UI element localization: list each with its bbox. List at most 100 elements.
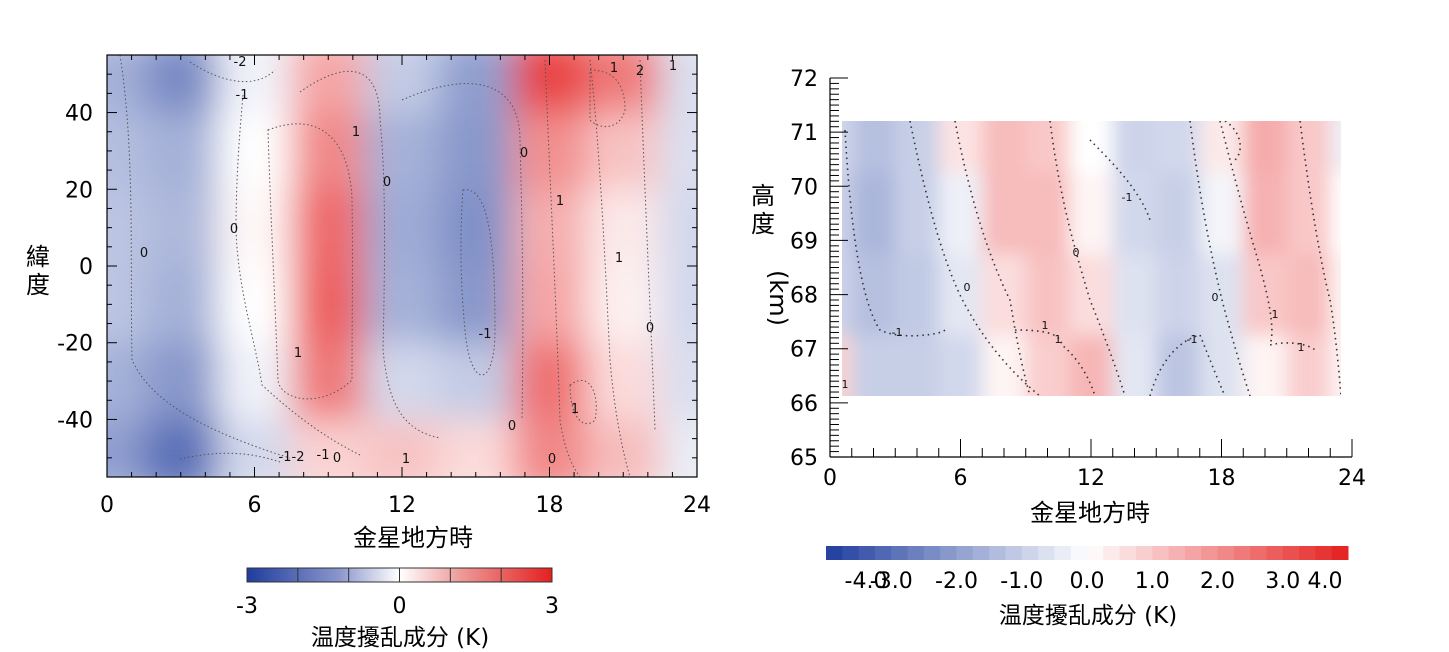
contour-label: 0 [964,281,971,294]
heat-cell [1286,172,1331,255]
heat-cell [438,266,514,344]
right-colorbar-ticks: -4.0-3.0 -2.0 -1.0 0.0 1.0 2.0 3.0 4.0 [845,569,1343,594]
heat-cell [938,172,983,255]
heat-cell [143,342,219,420]
y-tick-label: 68 [790,284,818,309]
colorbar-segment [1119,546,1137,560]
colorbar-segment [907,546,925,560]
x-tick-label: 12 [388,493,416,518]
heat-cell [1025,172,1070,255]
colorbar-segment [1168,546,1186,560]
y-tick-label: 0 [79,255,93,280]
heat-cell [586,112,661,190]
heat-cell [938,253,983,336]
colorbar-segment [1087,546,1104,560]
heat-cell [842,121,853,174]
heat-cell [1112,335,1157,396]
colorbar-segment [972,546,990,560]
heat-cell [660,342,697,420]
heat-cell [895,253,940,336]
colorbar-tick-label: 0 [393,594,407,619]
contour-label: -2 [234,55,247,70]
colorbar-segment [1103,546,1121,560]
contour-line [1189,121,1251,396]
heat-cell [438,112,514,190]
heat-cell [1243,253,1288,336]
heat-cell [217,342,292,420]
y-tick-label: 70 [790,175,818,200]
heat-cell [982,253,1027,336]
right-heatmap [842,121,1341,396]
right-contours [844,121,1341,396]
contour-label: 1 [294,346,302,361]
heat-cell [1156,172,1201,255]
colorbar-tick-label: -4.0 [845,569,888,594]
heat-cell [438,55,514,114]
heat-cell [895,335,940,396]
colorbar-segment [923,546,941,560]
contour-label: 0 [230,222,238,237]
heat-cell [1286,335,1331,396]
heat-cell [107,419,145,477]
heat-cell [512,189,587,267]
y-tick-label: 20 [65,178,93,203]
right-colorbar: -4.0-3.0 -2.0 -1.0 0.0 1.0 2.0 3.0 4.0 温度擾乱成分 (… [826,546,1349,629]
colorbar-segment [1217,546,1235,560]
y-axis-unit: (km) [764,270,792,326]
colorbar-segment [1070,546,1088,560]
contour-label: 1 [1055,333,1062,346]
contour-label: 0 [333,451,341,466]
contour-line [589,69,626,128]
y-tick-label: -40 [57,408,93,433]
colorbar-segment [1315,546,1333,560]
contour-label: -1 [1122,191,1133,204]
heat-cell [438,419,514,477]
right-axes: 0 6 12 18 24 72 71 70 69 68 67 66 65 (km) [764,67,1366,491]
colorbar-segment [956,546,974,560]
right-colorbar-ramp [826,546,1349,560]
colorbar-segment [1038,546,1055,560]
right-colorbar-label: 温度擾乱成分 (K) [999,603,1177,629]
colorbar-segment [874,546,892,560]
heat-cell [365,342,440,420]
colorbar-tick-label: 2.0 [1200,569,1235,594]
contour-label: 0 [548,452,556,467]
heat-cell [1243,335,1288,396]
left-contours [119,55,656,477]
heat-cell [660,189,697,267]
colorbar-tick-label: -3 [236,594,258,619]
contour-label: 1 [842,378,849,391]
left-x-axis-title: 金星地方時 [353,524,473,552]
colorbar-segment [940,546,957,560]
colorbar-tick-label: -1.0 [1000,569,1043,594]
heat-cell [586,419,661,477]
heat-cell [365,55,440,114]
heat-cell [982,335,1027,396]
heat-cell [291,266,366,344]
colorbar-segment [1233,546,1251,560]
contour-line [844,129,946,337]
y-tick-label: 69 [790,229,818,254]
heat-cell [1243,172,1288,255]
contour-label: 0 [383,175,391,190]
heat-cell [291,55,366,114]
contour-label: 1 [402,452,410,467]
colorbar-segment [1250,546,1267,560]
colorbar-segment [858,546,876,560]
contour-label: -1 [892,326,903,339]
contour-label: 2 [636,64,644,79]
heat-cell [438,189,514,267]
heat-cell [1286,121,1331,174]
left-colorbar-label: 温度擾乱成分 (K) [311,625,489,651]
x-tick-label: 24 [683,493,711,518]
colorbar-segment [1282,546,1300,560]
heat-cell [586,342,661,420]
heat-cell [1025,121,1070,174]
heat-cell [982,121,1027,174]
heat-cell [1112,253,1157,336]
heat-cell [842,335,853,396]
x-tick-label: 18 [536,493,564,518]
heat-cell [1069,121,1114,174]
contour-label: 0 [1212,291,1219,304]
